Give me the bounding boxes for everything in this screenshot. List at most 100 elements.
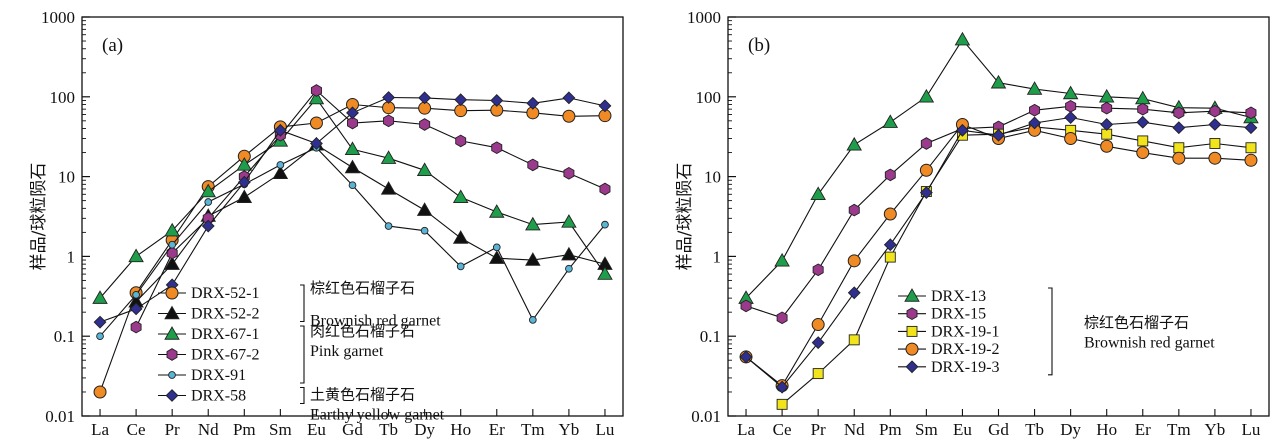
data-point-drx-58 — [273, 123, 287, 137]
series-drx-52-2 — [128, 136, 613, 308]
data-point-drx-19-2 — [811, 318, 825, 332]
data-point-drx-13 — [810, 186, 826, 201]
data-point-drx-52-2 — [344, 159, 361, 174]
legend-label-drx-52-1: DRX-52-1 — [191, 285, 259, 302]
legend: DRX-52-1 DRX-52-2 DRX-67-1 DRX-67-2 DRX-91 DR… — [158, 279, 445, 424]
x-tick-label-dy: Dy — [414, 420, 435, 439]
x-tick-label-tb: Tb — [1025, 420, 1044, 439]
y-tick-label: 1 — [713, 247, 722, 266]
data-point-drx-19-3 — [883, 238, 897, 252]
data-point-drx-15 — [1209, 104, 1221, 118]
x-tick-label-la: La — [737, 420, 755, 439]
data-point-drx-52-2 — [561, 246, 577, 261]
data-point-drx-58 — [598, 99, 612, 113]
data-point-drx-67-2 — [599, 182, 611, 196]
group-label-en: Earthy yellow garnet — [310, 407, 445, 424]
series-drx-19-3 — [739, 111, 1258, 394]
data-point-drx-19-2 — [1100, 139, 1114, 153]
x-tick-label-nd: Nd — [844, 420, 865, 439]
x-tick-label-nd: Nd — [198, 420, 219, 439]
data-point-drx-67-1 — [380, 150, 397, 164]
y-tick-label: 1 — [67, 247, 76, 266]
data-point-drx-15 — [1137, 102, 1149, 116]
y-tick-label: 10 — [704, 168, 721, 187]
data-point-drx-67-2 — [166, 246, 178, 260]
legend-label-drx-58: DRX-58 — [191, 388, 246, 405]
data-point-drx-13 — [1062, 85, 1079, 100]
legend-marker-drx-15 — [906, 307, 918, 321]
legend-marker-drx-13 — [904, 288, 920, 302]
data-point-drx-19-3 — [739, 350, 753, 364]
legend-label-drx-67-2: DRX-67-2 — [191, 347, 259, 364]
data-point-drx-19-3 — [1244, 121, 1258, 135]
data-point-drx-13 — [990, 74, 1007, 89]
x-tick-label-la: La — [91, 420, 109, 439]
data-point-drx-52-2 — [272, 165, 289, 179]
data-point-drx-91 — [204, 198, 213, 206]
data-point-drx-15 — [1065, 99, 1077, 113]
data-point-drx-67-2 — [310, 84, 322, 97]
data-point-drx-52-1 — [562, 109, 576, 123]
legend-marker-drx-19-2 — [905, 342, 919, 356]
series-line-drx-52-2 — [135, 144, 606, 303]
x-tick-label-lu: Lu — [1242, 420, 1261, 439]
legend-marker-drx-58 — [165, 389, 179, 402]
legend-marker-drx-67-1 — [164, 326, 180, 340]
series-drx-67-1 — [92, 90, 613, 304]
x-tick-label-sm: Sm — [269, 420, 292, 439]
data-point-drx-91 — [168, 240, 177, 249]
x-tick-label-pm: Pm — [233, 420, 256, 439]
data-point-drx-15 — [776, 311, 788, 325]
data-point-drx-67-2 — [455, 134, 467, 148]
data-point-drx-13 — [1026, 81, 1043, 95]
data-point-drx-91 — [492, 243, 501, 252]
legend-label-drx-19-2: DRX-19-2 — [931, 341, 999, 358]
data-point-drx-67-1 — [488, 204, 505, 218]
legend-marker-drx-52-2 — [164, 305, 180, 320]
group-brace — [300, 325, 305, 384]
data-point-drx-13 — [1134, 90, 1151, 105]
y-tick-label: 100 — [50, 88, 76, 107]
group-label-zh: 肉红色石榴子石 — [310, 322, 415, 340]
data-point-drx-67-2 — [563, 166, 575, 180]
legend-marker-drx-19-1 — [906, 325, 918, 337]
data-point-drx-67-2 — [130, 320, 142, 334]
data-point-drx-15 — [884, 168, 896, 182]
x-tick-label-ce: Ce — [127, 420, 146, 439]
data-point-drx-67-1 — [308, 90, 325, 105]
data-point-drx-91 — [96, 332, 104, 341]
data-point-drx-67-1 — [416, 162, 433, 176]
data-point-drx-19-3 — [1064, 111, 1078, 124]
legend-label-drx-19-3: DRX-19-3 — [931, 359, 999, 376]
data-point-drx-15 — [848, 203, 860, 217]
data-point-drx-52-1 — [454, 104, 468, 118]
data-point-drx-19-3 — [955, 123, 969, 137]
legend-marker-drx-52-1 — [165, 286, 179, 300]
group-brace — [300, 386, 305, 405]
x-tick-label-dy: Dy — [1060, 420, 1081, 439]
group-label-zh: 土黄色石榴子石 — [310, 386, 415, 404]
data-point-drx-67-1 — [597, 266, 613, 280]
x-tick-label-pr: Pr — [811, 420, 826, 439]
legend-label-drx-67-1: DRX-67-1 — [191, 326, 259, 343]
data-point-drx-19-2 — [1064, 132, 1078, 146]
data-point-drx-19-2 — [847, 254, 861, 268]
data-point-drx-58 — [382, 91, 396, 104]
data-point-drx-19-3 — [775, 380, 789, 394]
y-axis-title: 样品/球粒陨石 — [29, 163, 49, 271]
group-label-en: Brownish red garnet — [1084, 334, 1215, 351]
legend-label-drx-91: DRX-91 — [191, 367, 246, 384]
data-point-drx-58 — [562, 91, 576, 105]
data-point-drx-91 — [348, 181, 357, 190]
legend-label-drx-52-2: DRX-52-2 — [191, 306, 259, 323]
data-point-drx-15 — [920, 137, 932, 150]
legend-marker-drx-19-3 — [905, 360, 919, 374]
data-point-drx-19-2 — [919, 163, 933, 177]
data-point-drx-13 — [882, 114, 899, 128]
data-point-drx-13 — [774, 252, 790, 267]
data-point-drx-58 — [346, 106, 359, 120]
data-point-drx-67-1 — [452, 189, 469, 204]
data-point-drx-67-2 — [491, 141, 503, 155]
legend-label-drx-15: DRX-15 — [931, 306, 986, 323]
